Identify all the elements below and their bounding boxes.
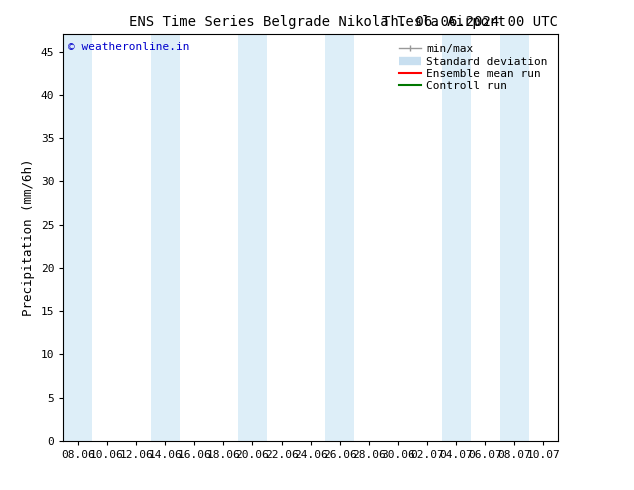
Bar (238, 34, 267, 441)
Bar (63, 34, 93, 441)
Bar (441, 34, 470, 441)
Text: Th. 06.06.2024 00 UTC: Th. 06.06.2024 00 UTC (382, 15, 558, 29)
Bar (325, 34, 354, 441)
Bar (500, 34, 529, 441)
Legend: min/max, Standard deviation, Ensemble mean run, Controll run: min/max, Standard deviation, Ensemble me… (394, 40, 552, 96)
Text: © weatheronline.in: © weatheronline.in (68, 43, 190, 52)
Bar (151, 34, 180, 441)
Y-axis label: Precipitation (mm/6h): Precipitation (mm/6h) (22, 159, 36, 317)
Text: ENS Time Series Belgrade Nikola Tesla Airport: ENS Time Series Belgrade Nikola Tesla Ai… (129, 15, 505, 29)
